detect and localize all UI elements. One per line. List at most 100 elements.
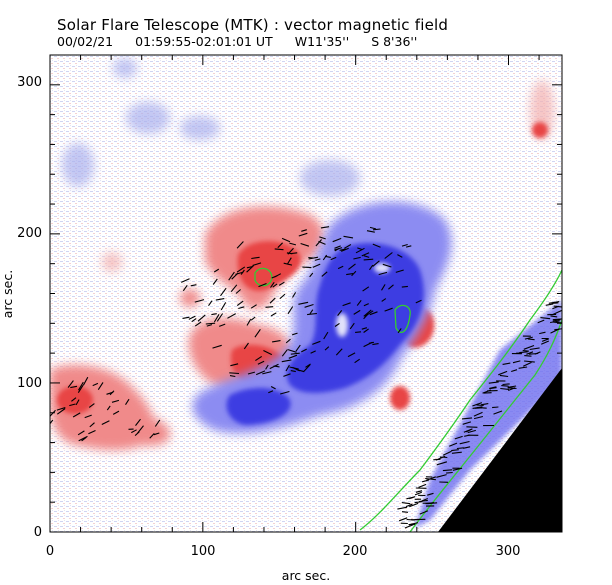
field-vector: [335, 348, 343, 356]
field-vector: [190, 284, 197, 287]
field-vector: [182, 316, 190, 319]
field-vector: [213, 268, 220, 273]
field-vector: [135, 418, 141, 426]
field-vector: [268, 390, 274, 394]
field-vector: [269, 363, 279, 370]
field-vector: [355, 331, 362, 333]
field-vector: [526, 351, 534, 355]
field-vector: [511, 369, 518, 373]
field-vector: [446, 471, 453, 474]
field-vector: [227, 313, 236, 319]
field-vector: [106, 391, 114, 395]
field-vector: [278, 281, 285, 286]
field-vector: [512, 360, 521, 364]
field-vector: [312, 340, 321, 345]
y-axis-label: arc sec.: [0, 270, 15, 318]
field-vector: [493, 410, 503, 415]
magnetogram-image: [50, 55, 562, 532]
field-vector: [321, 271, 328, 277]
field-vector: [50, 409, 56, 418]
field-vector: [78, 381, 84, 391]
field-vector: [382, 263, 392, 268]
field-vector: [369, 311, 378, 316]
field-vector: [541, 338, 549, 342]
field-vector: [305, 363, 311, 368]
field-vector: [255, 370, 266, 376]
field-vector: [404, 524, 414, 529]
field-vector: [361, 252, 370, 257]
field-vector: [507, 387, 516, 389]
field-vector: [363, 255, 370, 258]
field-vector: [524, 336, 533, 340]
field-vector: [216, 313, 224, 322]
field-vector: [274, 248, 284, 251]
field-vector: [452, 467, 463, 471]
field-vector: [369, 264, 374, 271]
field-vector: [550, 315, 558, 318]
field-vector: [215, 298, 225, 301]
field-vector: [442, 450, 452, 456]
field-vector: [473, 411, 483, 417]
field-vector: [363, 341, 373, 348]
field-vector: [501, 385, 509, 387]
field-vector: [243, 342, 249, 350]
field-vector: [472, 402, 483, 407]
field-vector: [238, 306, 245, 310]
field-vector: [524, 355, 532, 357]
x-tick-label: 100: [191, 544, 216, 559]
field-vector: [269, 297, 276, 304]
field-vector: [72, 412, 81, 418]
field-vector: [88, 429, 96, 435]
field-vector: [228, 271, 235, 281]
field-vector: [502, 362, 511, 365]
field-vector: [492, 406, 499, 409]
field-vector: [257, 360, 265, 365]
field-vector: [69, 403, 76, 407]
field-vector: [406, 518, 415, 521]
field-vector: [349, 322, 355, 330]
field-vector: [134, 431, 140, 437]
field-vector: [436, 474, 447, 478]
field-vector: [384, 307, 393, 312]
field-vector: [362, 286, 370, 292]
field-vector: [283, 373, 291, 377]
y-tick-label: 100: [17, 376, 42, 391]
field-vector: [337, 265, 344, 270]
field-vector: [435, 455, 446, 461]
field-vector: [77, 430, 85, 436]
field-vector: [75, 399, 80, 406]
field-vector: [285, 364, 290, 372]
field-vector: [372, 243, 381, 248]
field-vector: [125, 398, 130, 405]
field-vector: [77, 384, 84, 393]
field-vector: [272, 283, 278, 288]
field-vector: [288, 354, 298, 359]
field-vector: [246, 318, 252, 326]
field-vector: [388, 284, 394, 290]
field-vector: [466, 426, 478, 428]
field-vector: [409, 502, 419, 508]
field-vector: [250, 304, 257, 309]
field-vector: [308, 256, 314, 259]
field-vector: [451, 451, 462, 454]
field-vector: [265, 306, 274, 308]
field-vector: [283, 262, 293, 266]
field-vector: [304, 303, 314, 308]
field-vector: [88, 403, 95, 408]
field-vector: [220, 287, 227, 297]
field-vector: [347, 352, 356, 358]
field-vector: [315, 239, 323, 247]
field-vector: [197, 314, 206, 322]
field-vector: [310, 350, 316, 354]
field-vector: [344, 244, 352, 249]
obs-latitude: S 8'36'': [371, 34, 418, 49]
field-vector: [309, 272, 314, 278]
field-vector: [271, 275, 278, 279]
field-vector: [285, 338, 291, 344]
field-vector: [464, 434, 471, 437]
field-vector: [246, 266, 253, 269]
field-vector: [406, 496, 415, 500]
field-vector: [534, 351, 541, 355]
field-vector: [500, 387, 510, 390]
obs-longitude: W11'35'': [294, 34, 350, 49]
